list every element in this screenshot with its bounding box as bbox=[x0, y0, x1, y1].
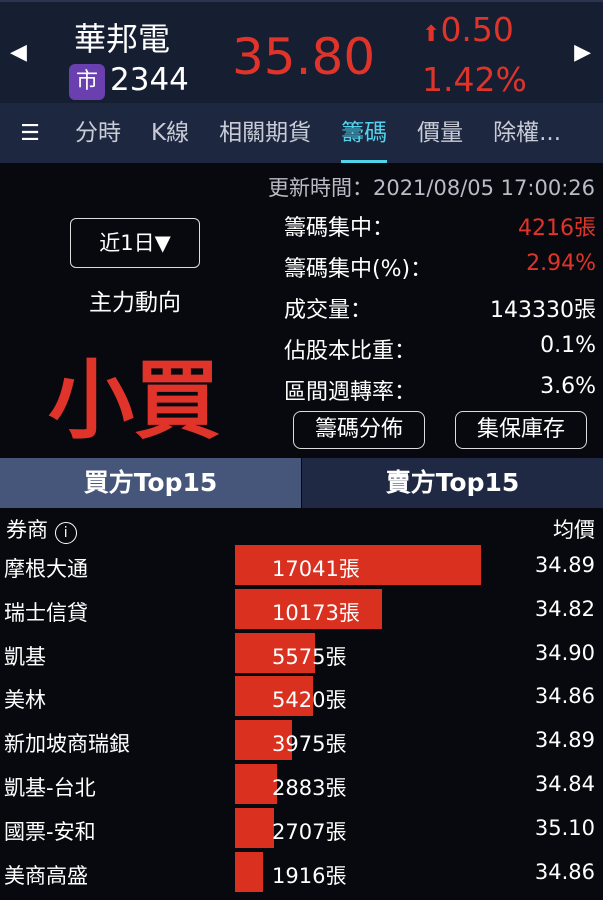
broker-row[interactable]: 摩根大通 17041張 34.89 bbox=[0, 545, 603, 589]
broker-name: 國票-安和 bbox=[4, 819, 96, 844]
volume-bar bbox=[235, 632, 316, 673]
stock-header: ◀ 華邦電 市 2344 35.80 ⬆0.50 1.42% ▶ bbox=[0, 0, 603, 103]
tab-buy-top15[interactable]: 買方Top15 bbox=[0, 458, 301, 508]
stat-value: 2.94% bbox=[526, 251, 596, 276]
avg-price: 34.82 bbox=[534, 596, 595, 621]
lots-value: 2883張 bbox=[272, 776, 347, 800]
lots-value: 10173張 bbox=[272, 600, 360, 625]
stat-row: 成交量： 143330張 bbox=[284, 292, 596, 324]
stat-value: 4216張 bbox=[518, 216, 596, 241]
tab-price-volume[interactable]: 價量 bbox=[417, 120, 464, 146]
prev-stock-icon[interactable]: ◀ bbox=[10, 40, 27, 65]
tab-bar: ☰ 分時 K線 相關期貨 籌碼 價量 除權... bbox=[0, 103, 603, 163]
info-icon[interactable]: i bbox=[54, 522, 77, 544]
lots-value: 1916張 bbox=[272, 863, 347, 888]
broker-row[interactable]: 凱基-台北 2883張 34.84 bbox=[0, 764, 603, 808]
broker-name: 瑞士信貸 bbox=[4, 600, 88, 625]
period-select[interactable]: 近1日▼ bbox=[70, 218, 200, 268]
tab-futures[interactable]: 相關期貨 bbox=[219, 120, 312, 146]
broker-name: 美林 bbox=[4, 688, 46, 713]
price-change: ⬆0.50 bbox=[422, 10, 514, 49]
custody-button[interactable]: 集保庫存 bbox=[455, 411, 587, 449]
volume-bar bbox=[235, 807, 275, 848]
broker-name: 凱基 bbox=[4, 644, 46, 669]
stat-row: 區間週轉率： 3.6% bbox=[284, 374, 596, 406]
broker-row[interactable]: 瑞士信貸 10173張 34.82 bbox=[0, 588, 603, 633]
stat-label: 籌碼集中(%)： bbox=[284, 257, 433, 282]
lots-value: 5575張 bbox=[272, 644, 347, 669]
update-time: 更新時間：2021/08/05 17:00:26 bbox=[267, 176, 595, 200]
avg-price: 34.89 bbox=[534, 728, 595, 753]
volume-bar bbox=[235, 545, 481, 585]
stock-name: 華邦電 bbox=[74, 20, 171, 58]
avg-price: 34.86 bbox=[534, 684, 595, 709]
tab-chips[interactable]: 籌碼 bbox=[326, 103, 402, 163]
volume-bar bbox=[235, 588, 382, 629]
lots-value: 17041張 bbox=[272, 557, 360, 581]
tab-intraday[interactable]: 分時 bbox=[75, 120, 121, 146]
avg-price: 34.89 bbox=[534, 553, 595, 577]
avg-price: 34.90 bbox=[534, 640, 595, 665]
avg-price: 34.86 bbox=[534, 859, 595, 884]
stat-label: 籌碼集中： bbox=[284, 216, 395, 241]
broker-column-header: 券商 i bbox=[6, 514, 77, 544]
stock-code: 2344 bbox=[110, 62, 189, 98]
tab-kline[interactable]: K線 bbox=[151, 120, 190, 146]
lots-value: 3975張 bbox=[272, 732, 347, 757]
stat-label: 佔股本比重： bbox=[284, 339, 417, 364]
next-stock-icon[interactable]: ▶ bbox=[574, 40, 591, 65]
volume-bar bbox=[235, 720, 293, 761]
volume-bar bbox=[235, 764, 277, 804]
broker-name: 凱基-台北 bbox=[4, 776, 96, 800]
stat-row: 籌碼集中： 4216張 bbox=[284, 210, 596, 242]
direction-label: 主力動向 bbox=[89, 290, 181, 316]
broker-name: 新加坡商瑞銀 bbox=[4, 732, 130, 757]
stat-label: 成交量： bbox=[284, 298, 373, 323]
direction-value: 小買 bbox=[48, 351, 220, 451]
sort-menu-icon[interactable]: ☰ bbox=[20, 120, 40, 146]
up-arrow-icon: ⬆ bbox=[422, 22, 441, 47]
avg-price-column-header: 均價 bbox=[553, 518, 595, 542]
avg-price: 34.84 bbox=[534, 772, 595, 796]
broker-row[interactable]: 美商高盛 1916張 34.86 bbox=[0, 851, 603, 896]
stat-row: 籌碼集中(%)： 2.94% bbox=[284, 251, 596, 283]
stat-value: 143330張 bbox=[490, 298, 596, 323]
tab-ex-rights[interactable]: 除權... bbox=[493, 120, 562, 146]
volume-bar bbox=[235, 676, 314, 717]
change-percent: 1.42% bbox=[422, 60, 527, 99]
market-badge: 市 bbox=[69, 64, 105, 100]
broker-name: 摩根大通 bbox=[4, 557, 88, 581]
stat-value: 0.1% bbox=[540, 333, 596, 358]
lots-value: 5420張 bbox=[272, 688, 347, 713]
tab-sell-top15[interactable]: 賣方Top15 bbox=[302, 458, 603, 508]
broker-row[interactable]: 凱基 5575張 34.90 bbox=[0, 632, 603, 677]
broker-row[interactable]: 美林 5420張 34.86 bbox=[0, 676, 603, 720]
volume-bar bbox=[235, 851, 263, 892]
stat-label: 區間週轉率： bbox=[284, 380, 417, 405]
stat-row: 佔股本比重： 0.1% bbox=[284, 333, 596, 365]
broker-name: 美商高盛 bbox=[4, 863, 88, 888]
stat-value: 3.6% bbox=[540, 374, 596, 399]
avg-price: 35.10 bbox=[534, 815, 595, 840]
broker-row[interactable]: 國票-安和 2707張 35.10 bbox=[0, 807, 603, 852]
stock-price: 35.80 bbox=[232, 28, 376, 86]
chip-distribution-button[interactable]: 籌碼分佈 bbox=[293, 411, 425, 449]
broker-row[interactable]: 新加坡商瑞銀 3975張 34.89 bbox=[0, 720, 603, 764]
lots-value: 2707張 bbox=[272, 819, 347, 844]
